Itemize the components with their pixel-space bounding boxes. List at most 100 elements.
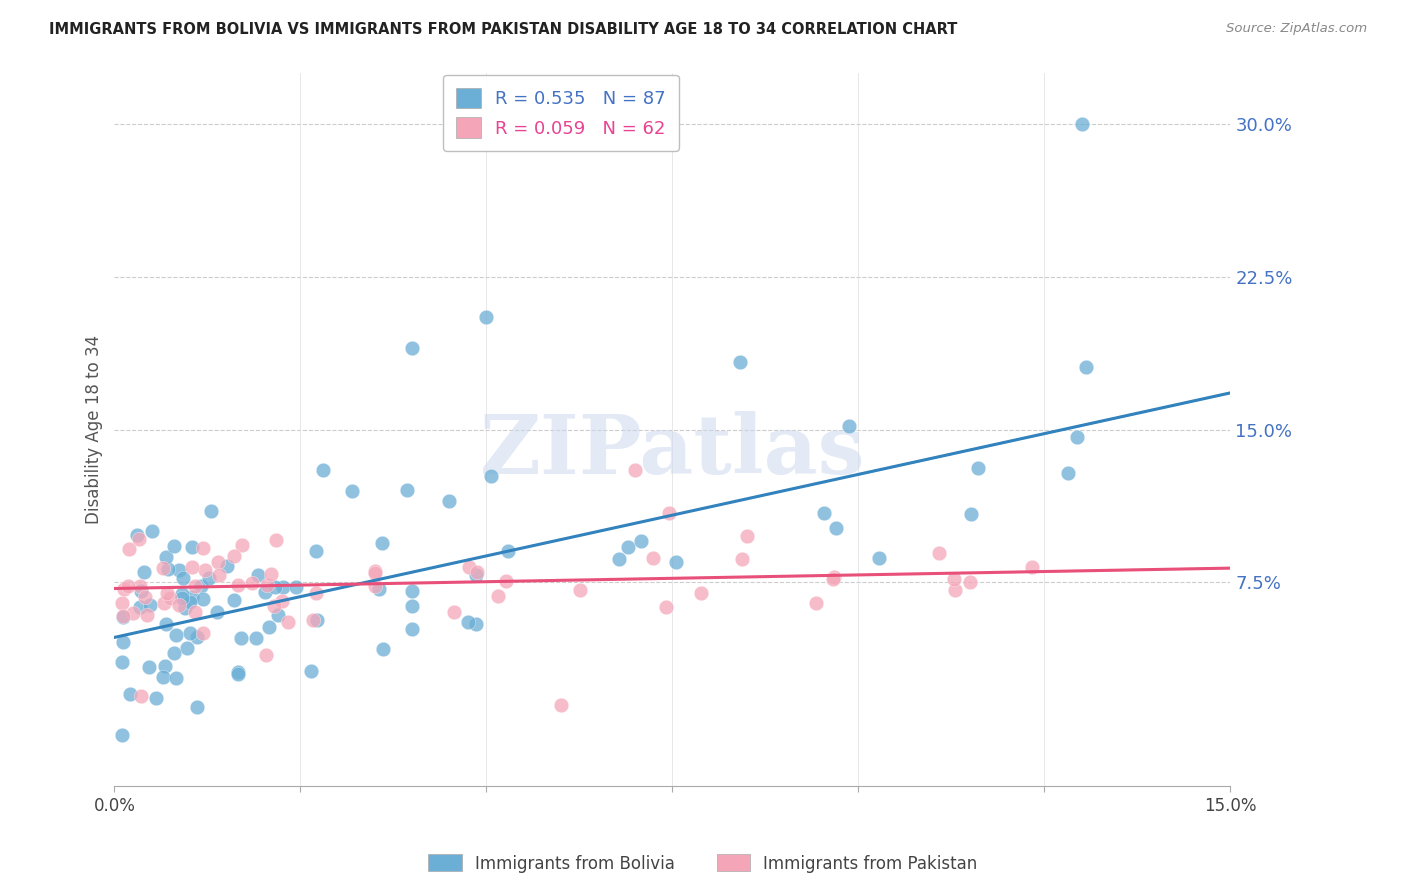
Point [152, 596, 174, 610]
Point [186, 630, 208, 644]
Point [129, 689, 152, 703]
Point [305, 544, 328, 558]
Point [159, 591, 181, 606]
Point [465, 566, 488, 580]
Point [823, 573, 845, 587]
Point [569, 582, 592, 597]
Point [654, 600, 676, 615]
Point [141, 524, 163, 539]
Point [198, 571, 221, 585]
Point [273, 581, 295, 595]
Point [226, 665, 249, 680]
Point [302, 613, 325, 627]
Point [285, 580, 308, 594]
Point [129, 600, 152, 615]
Point [437, 494, 460, 508]
Point [112, 582, 135, 596]
Point [120, 687, 142, 701]
Point [128, 579, 150, 593]
Point [371, 536, 394, 550]
Point [928, 546, 950, 560]
Point [259, 620, 281, 634]
Point [364, 564, 387, 578]
Point [190, 579, 212, 593]
Point [254, 585, 277, 599]
Y-axis label: Disability Age 18 to 34: Disability Age 18 to 34 [86, 335, 103, 524]
Point [152, 670, 174, 684]
Point [1076, 359, 1098, 374]
Point [689, 586, 711, 600]
Point [111, 596, 134, 610]
Point [966, 461, 988, 475]
Point [868, 550, 890, 565]
Text: ZIPatlas: ZIPatlas [479, 411, 865, 491]
Point [165, 671, 187, 685]
Point [475, 310, 498, 325]
Point [208, 567, 231, 582]
Point [222, 593, 245, 607]
Point [959, 575, 981, 590]
Point [1021, 559, 1043, 574]
Point [163, 646, 186, 660]
Point [167, 563, 190, 577]
Point [617, 540, 640, 554]
Point [194, 563, 217, 577]
Point [245, 631, 267, 645]
Point [205, 605, 228, 619]
Point [1056, 466, 1078, 480]
Point [367, 582, 389, 596]
Point [665, 555, 688, 569]
Point [111, 634, 134, 648]
Point [184, 606, 207, 620]
Legend: R = 0.535   N = 87, R = 0.059   N = 62: R = 0.535 N = 87, R = 0.059 N = 62 [443, 75, 679, 151]
Point [207, 555, 229, 569]
Point [231, 538, 253, 552]
Point [458, 560, 481, 574]
Point [152, 561, 174, 575]
Point [960, 507, 983, 521]
Point [156, 562, 179, 576]
Point [132, 565, 155, 579]
Point [191, 541, 214, 556]
Point [256, 577, 278, 591]
Point [155, 659, 177, 673]
Point [299, 665, 322, 679]
Point [630, 534, 652, 549]
Point [277, 615, 299, 629]
Text: Source: ZipAtlas.com: Source: ZipAtlas.com [1226, 22, 1367, 36]
Point [139, 598, 162, 612]
Point [823, 570, 845, 584]
Point [167, 598, 190, 612]
Point [122, 606, 145, 620]
Point [172, 571, 194, 585]
Point [804, 596, 827, 610]
Point [155, 549, 177, 564]
Point [155, 617, 177, 632]
Point [1070, 117, 1092, 131]
Point [731, 551, 754, 566]
Point [181, 541, 204, 555]
Point [111, 608, 134, 623]
Point [117, 541, 139, 556]
Point [117, 579, 139, 593]
Point [136, 608, 159, 623]
Point [263, 580, 285, 594]
Point [231, 631, 253, 645]
Point [134, 590, 156, 604]
Point [486, 589, 509, 603]
Point [240, 576, 263, 591]
Point [184, 579, 207, 593]
Point [371, 642, 394, 657]
Point [364, 566, 387, 580]
Point [170, 591, 193, 605]
Text: IMMIGRANTS FROM BOLIVIA VS IMMIGRANTS FROM PAKISTAN DISABILITY AGE 18 TO 34 CORR: IMMIGRANTS FROM BOLIVIA VS IMMIGRANTS FR… [49, 22, 957, 37]
Point [138, 660, 160, 674]
Point [305, 586, 328, 600]
Point [550, 698, 572, 712]
Point [495, 574, 517, 588]
Point [156, 586, 179, 600]
Point [180, 591, 202, 605]
Point [271, 594, 294, 608]
Point [728, 355, 751, 369]
Point [222, 549, 245, 564]
